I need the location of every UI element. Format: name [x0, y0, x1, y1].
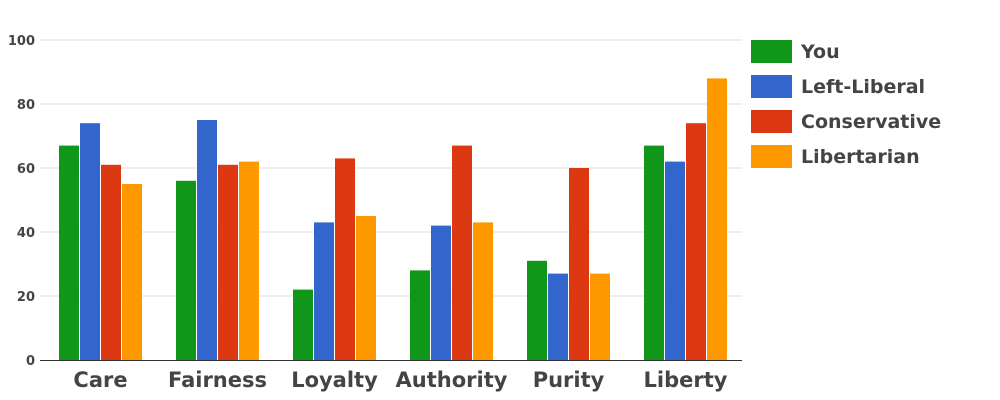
x-category-label: Authority: [396, 368, 508, 392]
bar-authority-left-liberal: [431, 225, 451, 360]
x-category-label: Liberty: [644, 368, 728, 392]
bar-care-libertarian: [122, 184, 142, 360]
bar-authority-conservative: [452, 145, 472, 360]
x-category-label: Loyalty: [291, 368, 378, 392]
grid-lines: [40, 39, 742, 297]
y-tick-label: 20: [17, 290, 35, 305]
bar-care-left-liberal: [80, 123, 100, 360]
x-category-label: Fairness: [168, 368, 267, 392]
bar-fairness-you: [176, 180, 196, 360]
bar-care-you: [59, 145, 79, 360]
legend-label: You: [800, 41, 840, 63]
legend-item: Libertarian: [751, 145, 920, 168]
bar-liberty-left-liberal: [665, 161, 685, 360]
y-tick-label: 40: [17, 226, 35, 241]
legend-item: You: [751, 40, 840, 63]
y-tick-label: 0: [26, 354, 35, 369]
x-category-label: Care: [73, 368, 127, 392]
bar-liberty-libertarian: [707, 78, 727, 361]
legend-swatch: [751, 110, 792, 133]
bar-authority-you: [410, 270, 430, 360]
bar-purity-left-liberal: [548, 273, 568, 360]
legend-swatch: [751, 145, 792, 168]
bar-purity-conservative: [569, 168, 589, 360]
bar-care-conservative: [101, 164, 121, 360]
bar-fairness-conservative: [218, 164, 238, 360]
bar-loyalty-libertarian: [356, 216, 376, 360]
y-tick-label: 100: [8, 34, 35, 49]
y-tick-label: 80: [17, 98, 35, 113]
y-tick-label: 60: [17, 162, 35, 177]
legend-swatch: [751, 75, 792, 98]
bar-purity-libertarian: [590, 273, 610, 360]
bar-loyalty-conservative: [335, 158, 355, 360]
y-axis-ticks: 0 20 40 60 80 100: [8, 34, 35, 369]
bar-fairness-left-liberal: [197, 120, 217, 360]
legend-item: Left-Liberal: [751, 75, 925, 98]
bar-authority-libertarian: [473, 222, 493, 360]
legend-item: Conservative: [751, 110, 941, 133]
legend-label: Conservative: [801, 111, 941, 133]
x-category-label: Purity: [533, 368, 605, 392]
bars: [59, 78, 727, 361]
legend-label: Libertarian: [801, 146, 920, 168]
x-axis-categories: Care Fairness Loyalty Authority Purity Libert…: [73, 368, 727, 392]
bar-liberty-you: [644, 145, 664, 360]
bar-purity-you: [527, 260, 547, 360]
bar-loyalty-you: [293, 289, 313, 360]
bar-fairness-libertarian: [239, 161, 259, 360]
legend-swatch: [751, 40, 792, 63]
bar-loyalty-left-liberal: [314, 222, 334, 360]
legend: You Left-Liberal Conservative Libertarian: [751, 40, 941, 168]
bar-liberty-conservative: [686, 123, 706, 360]
legend-label: Left-Liberal: [801, 76, 925, 98]
